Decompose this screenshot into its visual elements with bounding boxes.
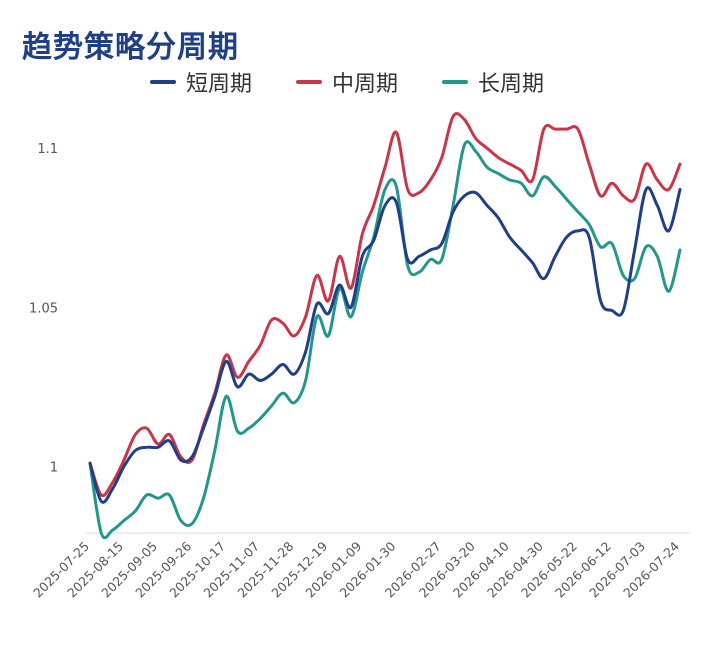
legend-label: 长周期 (478, 72, 545, 97)
legend-swatch (442, 80, 469, 84)
x-axis-ticks: 2025-07-252025-08-152025-09-052025-09-26… (30, 538, 682, 600)
series-line-2 (88, 112, 682, 498)
legend: 短周期 中周期 长周期 (150, 66, 544, 98)
y-tick-label-1-1: 1.1 (37, 142, 58, 157)
y-axis-ticks: 1 1.05 1.1 (29, 142, 58, 475)
legend-item-3: 长周期 (442, 66, 544, 98)
legend-label: 中周期 (332, 72, 399, 97)
series-lines (88, 112, 682, 540)
y-tick-label-1: 1 (50, 460, 58, 475)
legend-item-2: 中周期 (296, 66, 398, 98)
legend-swatch (296, 80, 323, 84)
legend-label: 短周期 (186, 72, 253, 97)
series-line-3 (88, 140, 682, 540)
legend-item-1: 短周期 (150, 66, 252, 98)
legend-swatch (150, 80, 176, 84)
chart-title: 趋势策略分周期 (22, 30, 239, 65)
series-line-1 (88, 186, 682, 504)
y-tick-label-1-05: 1.05 (29, 301, 58, 316)
